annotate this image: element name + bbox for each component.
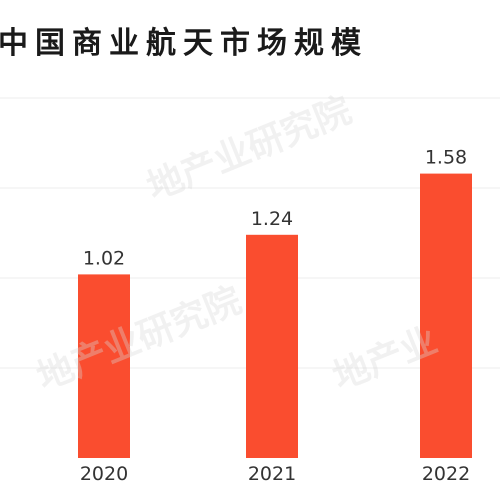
chart-title: 中国商业航天市场规模 bbox=[0, 26, 368, 61]
bar-2021 bbox=[246, 234, 298, 458]
value-label: 1.02 bbox=[83, 247, 125, 269]
x-tick-label: 2020 bbox=[80, 463, 128, 485]
value-label: 1.24 bbox=[251, 208, 293, 230]
bar-2022 bbox=[420, 173, 472, 458]
bar-2020 bbox=[78, 274, 130, 458]
x-tick-label: 2022 bbox=[422, 463, 470, 485]
x-tick-label: 2021 bbox=[248, 463, 296, 485]
value-label: 1.58 bbox=[425, 147, 467, 169]
